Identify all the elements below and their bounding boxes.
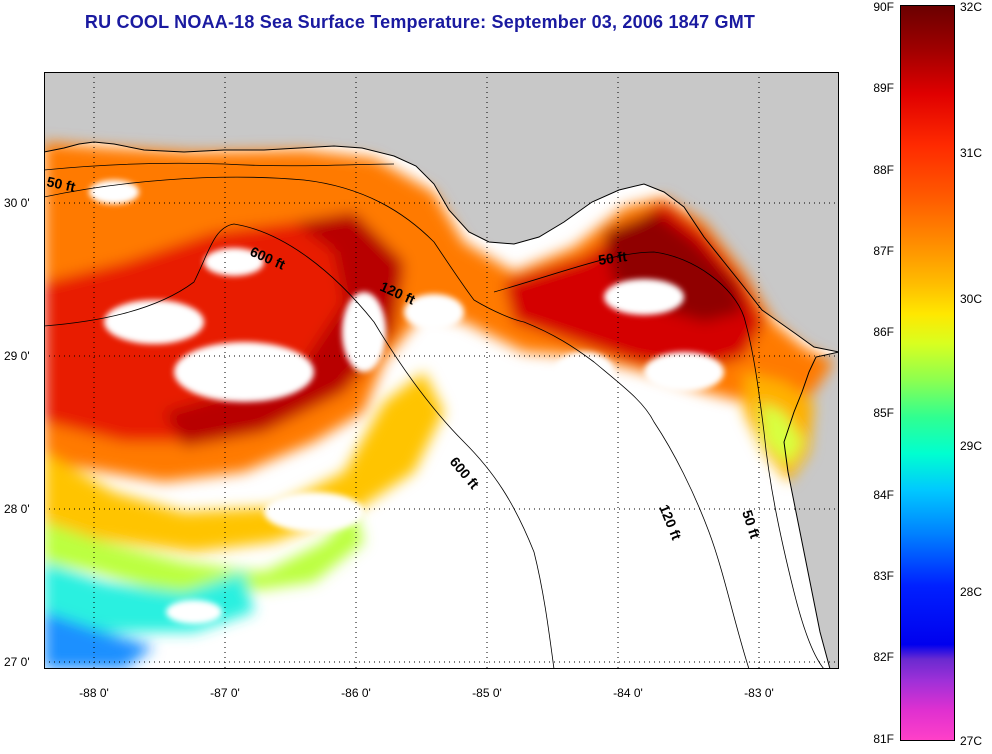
lon-label-86: -86 0' xyxy=(341,686,371,700)
temperature-colorbar xyxy=(900,5,955,741)
colorbar-f-86: 86F xyxy=(873,325,894,339)
colorbar-f-84: 84F xyxy=(873,488,894,502)
colorbar-c-28: 28C xyxy=(960,585,983,599)
colorbar-f-89: 89F xyxy=(873,81,894,95)
contour-50ft-east xyxy=(493,251,825,669)
depth-contours xyxy=(44,162,825,669)
contour-label-50ft-east: 50 ft xyxy=(597,248,628,268)
lon-label-83: -83 0' xyxy=(744,686,774,700)
contour-120ft xyxy=(44,176,750,669)
colorbar-f-90: 90F xyxy=(873,0,894,14)
lat-label-29: 29 0' xyxy=(4,349,30,363)
colorbar-c-32: 32C xyxy=(960,0,983,14)
contour-label-50ft-west: 50 ft xyxy=(45,173,77,195)
colorbar-c-27: 27C xyxy=(960,734,983,748)
lat-label-30: 30 0' xyxy=(4,196,30,210)
land-north-coast xyxy=(44,72,839,352)
sst-field xyxy=(44,142,834,669)
lon-label-85: -85 0' xyxy=(472,686,502,700)
contour-600ft xyxy=(44,223,555,669)
colorbar-c-29: 29C xyxy=(960,439,983,453)
colorbar-c-30: 30C xyxy=(960,292,983,306)
lon-label-88: -88 0' xyxy=(79,686,109,700)
lon-label-87: -87 0' xyxy=(210,686,240,700)
coastline xyxy=(44,141,839,669)
colorbar-c-31: 31C xyxy=(960,146,983,160)
colorbar-f-85: 85F xyxy=(873,406,894,420)
lat-label-27: 27 0' xyxy=(4,655,30,669)
lon-label-84: -84 0' xyxy=(613,686,643,700)
map-title: RU COOL NOAA-18 Sea Surface Temperature:… xyxy=(84,12,756,32)
colorbar-f-81: 81F xyxy=(873,732,894,746)
map-frame xyxy=(44,72,839,669)
colorbar-f-87: 87F xyxy=(873,244,894,258)
contour-50ft-west xyxy=(44,162,395,171)
lat-label-28: 28 0' xyxy=(4,502,30,516)
sst-map-canvas: 50 ft 600 ft 120 ft 50 ft 600 ft 120 ft … xyxy=(44,72,839,669)
colorbar-f-82: 82F xyxy=(873,650,894,664)
sst-map: 50 ft 600 ft 120 ft 50 ft 600 ft 120 ft … xyxy=(44,72,839,669)
colorbar-f-88: 88F xyxy=(873,163,894,177)
colorbar-f-83: 83F xyxy=(873,569,894,583)
